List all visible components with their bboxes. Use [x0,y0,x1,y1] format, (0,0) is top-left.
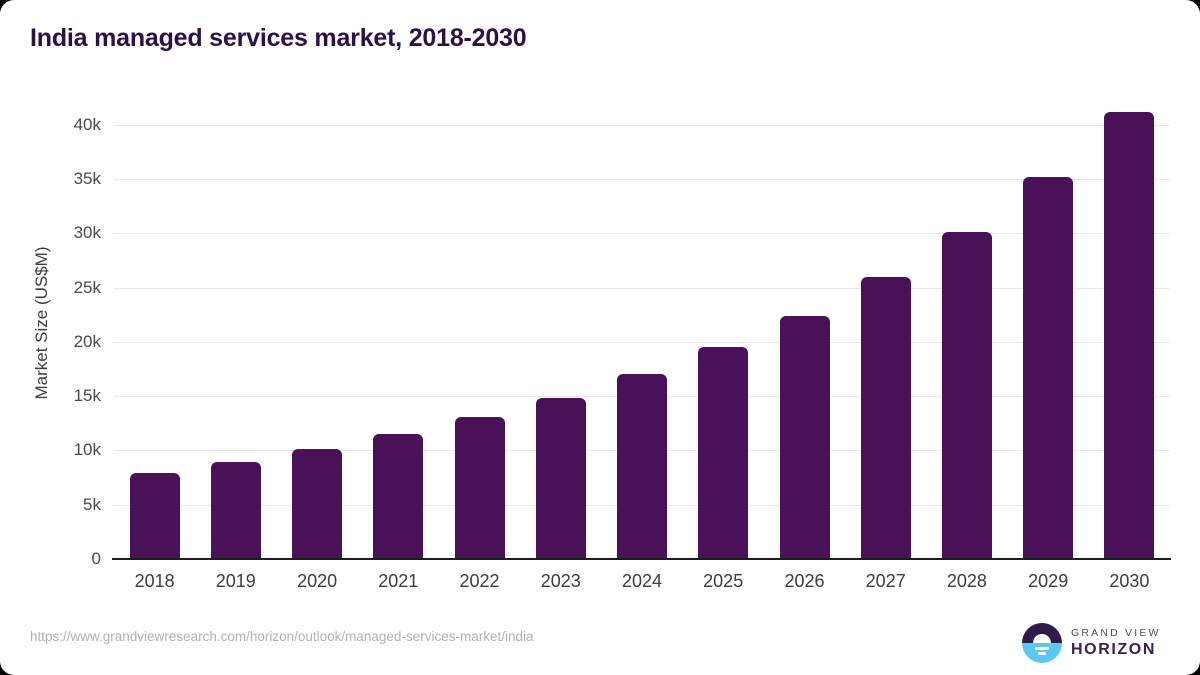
y-tick-label: 5k [83,494,101,514]
logo-text-grand-view: GRAND VIEW [1071,627,1161,639]
bar-2026 [779,315,830,559]
sun-reflection-line [1038,652,1046,655]
x-tick-label: 2019 [215,571,256,591]
y-tick-label: 0 [91,549,101,568]
bar-2028 [941,232,992,559]
gridline [114,341,1170,343]
x-tick-label: 2018 [134,571,175,591]
bar-2029 [1023,177,1074,559]
bar-2021 [373,433,424,559]
bar-2027 [860,277,911,559]
grand-view-horizon-logo: GRAND VIEW HORIZON [1022,623,1161,663]
logo-text: GRAND VIEW HORIZON [1071,627,1161,659]
gridline [114,287,1170,289]
bar-2023 [535,398,586,559]
x-tick-label: 2026 [784,571,825,591]
x-tick-label: 2028 [946,571,987,591]
y-tick-label: 20k [73,331,101,351]
x-tick-label: 2020 [297,571,338,591]
bar-2018 [129,473,180,559]
x-tick-label: 2023 [540,571,581,591]
bar-2025 [698,347,749,559]
y-tick-label: 30k [73,223,101,243]
gridline [114,124,1170,126]
bar-2022 [454,416,505,559]
logo-text-horizon: HORIZON [1071,641,1156,658]
y-tick-label: 35k [73,168,101,188]
x-tick-label: 2025 [703,571,744,591]
source-url: https://www.grandviewresearch.com/horizo… [30,629,534,644]
y-tick-label: 10k [73,440,101,460]
x-tick-label: 2030 [1109,571,1150,591]
y-axis-title: Market Size (US$M) [32,246,51,400]
horizon-sun-icon [1022,623,1062,663]
y-tick-label: 15k [73,386,101,406]
sun-reflection-line [1035,647,1049,650]
gridline [114,178,1170,180]
x-tick-label: 2029 [1028,571,1069,591]
sun-shape [1033,634,1051,643]
bar-2020 [292,449,343,559]
x-tick-label: 2022 [459,571,500,591]
x-axis-line [112,558,1171,560]
chart-title: India managed services market, 2018-2030 [30,24,527,52]
gridline [114,233,1170,235]
x-tick-label: 2021 [378,571,419,591]
bar-2030 [1104,111,1155,559]
x-tick-label: 2027 [865,571,906,591]
bar-2019 [210,462,261,559]
y-tick-label: 40k [73,114,101,134]
y-tick-label: 25k [73,277,101,297]
x-tick-label: 2024 [621,571,663,591]
bar-2024 [617,374,667,559]
